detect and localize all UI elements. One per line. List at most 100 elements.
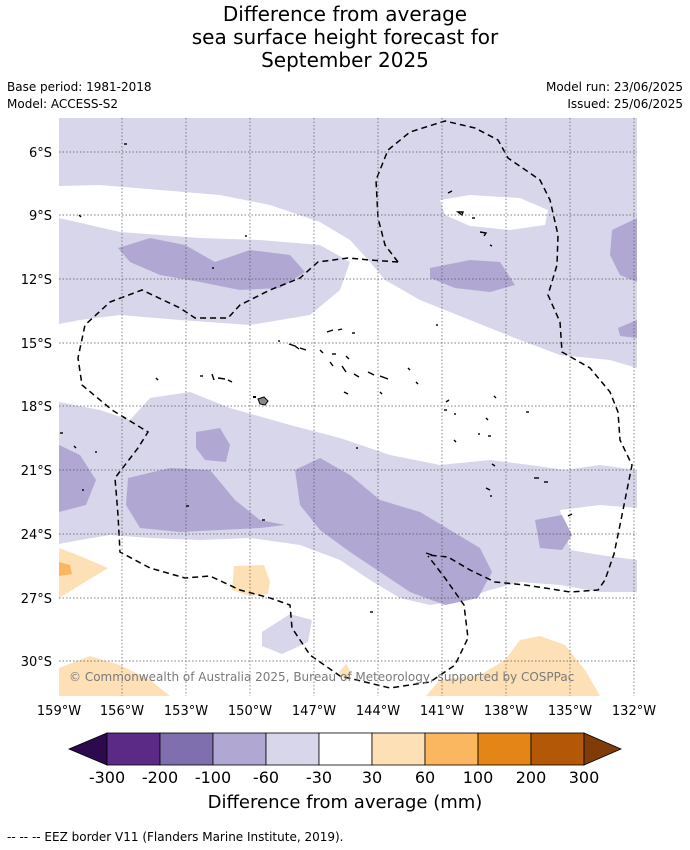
- neg60-west-blob-2: [196, 428, 230, 462]
- island-tuamotu-21: [445, 399, 450, 403]
- pos30-south-east-blob: [426, 636, 600, 696]
- island-tuamotu-26: [485, 417, 489, 421]
- neg30-south-blob: [262, 614, 312, 654]
- lon-label-159w: 159°W: [37, 704, 81, 719]
- island-tuamotu-9: [345, 355, 350, 360]
- neutral-north-patch: [440, 195, 548, 230]
- lon-label-138w: 138°W: [484, 704, 528, 719]
- issued-label: Issued: 25/06/2025: [567, 97, 683, 111]
- longitude-labels: 159°W 156°W 153°W 150°W 147°W 144°W 141°…: [37, 704, 656, 719]
- island-austral-2: [73, 445, 77, 449]
- lon-label-153w: 153°W: [164, 704, 208, 719]
- cb-tick-30: 30: [362, 768, 382, 787]
- island-tuamotu-5: [288, 343, 300, 350]
- island-gambier-1: [491, 463, 496, 467]
- island-tuamotu-1: [326, 329, 334, 333]
- island-tuamotu-29: [453, 439, 457, 443]
- colorbar-extend-high: [583, 732, 623, 766]
- cb-tick-60: 60: [415, 768, 435, 787]
- lon-label-150w: 150°W: [228, 704, 272, 719]
- cb-tick-neg60: -60: [253, 768, 279, 787]
- colorbar-title: Difference from average (mm): [207, 792, 483, 813]
- title-line-1: Difference from average: [222, 2, 468, 26]
- lat-label-18s: 18°S: [21, 400, 52, 415]
- pos30-south-west-blob: [59, 656, 170, 696]
- pos30-center-blob: [232, 565, 270, 596]
- title-line-3: September 2025: [261, 48, 429, 72]
- model-label: Model: ACCESS-S2: [7, 97, 119, 111]
- eez-border-marquesas: [375, 120, 633, 593]
- neutral-east-patch: [560, 505, 637, 560]
- neg60-large-blob: [295, 458, 492, 605]
- neg60-west-blob: [118, 238, 305, 290]
- pos30-west-blob: [59, 548, 108, 598]
- island-society-2: [211, 373, 215, 381]
- island-tuamotu-15: [407, 367, 411, 371]
- pos30-south-small: [339, 664, 352, 680]
- colorbar-bin-100-200: [477, 732, 532, 766]
- island-society-4: [227, 379, 233, 383]
- lon-label-141w: 141°W: [420, 704, 464, 719]
- lat-label-9s: 9°S: [29, 209, 52, 224]
- lat-label-24s: 24°S: [21, 528, 52, 543]
- eez-borders: [77, 120, 633, 689]
- island-pitcairn: [425, 552, 433, 556]
- colorbar-bin-neg100-neg60: [212, 732, 267, 766]
- colorbar-bin-neg30-30: [318, 732, 373, 766]
- colorbar: [67, 732, 623, 766]
- cb-tick-neg300: -300: [89, 768, 125, 787]
- lat-label-12s: 12°S: [21, 273, 52, 288]
- latitude-labels: 6°S 9°S 12°S 15°S 18°S 21°S 24°S 27°S 30…: [21, 146, 52, 670]
- island-north-2: [78, 214, 82, 218]
- island-tuamotu-12: [353, 373, 360, 378]
- anomaly-neg60-regions: [59, 218, 637, 605]
- islands: [60, 143, 573, 613]
- map-title: Difference from average sea surface heig…: [0, 3, 690, 72]
- sea-level-map: © Commonwealth of Australia 2025, Bureau…: [21, 118, 656, 787]
- lon-label-156w: 156°W: [100, 704, 144, 719]
- island-north-7: [479, 231, 488, 237]
- lat-label-27s: 27°S: [21, 592, 52, 607]
- colorbar-bin-30-60: [371, 732, 426, 766]
- island-tuamotu-6: [299, 347, 307, 351]
- neg60-east-edge: [610, 218, 637, 282]
- island-tuamotu-14: [379, 375, 389, 380]
- lat-label-30s: 30°S: [21, 655, 52, 670]
- island-tuamotu-20: [415, 381, 419, 385]
- anomaly-pos30-regions: [59, 548, 600, 696]
- island-society-3: [217, 377, 226, 380]
- neg30-north-band: [59, 118, 637, 368]
- island-moorea: [253, 396, 256, 398]
- lon-label-132w: 132°W: [612, 704, 656, 719]
- island-tuamotu-2: [337, 328, 343, 331]
- island-tuamotu-13: [367, 371, 375, 376]
- lon-label-135w: 135°W: [548, 704, 592, 719]
- cb-tick-300: 300: [569, 768, 600, 787]
- island-tahiti: [257, 396, 269, 406]
- neg60-east-small: [618, 320, 637, 338]
- island-tuamotu-11: [341, 365, 347, 373]
- colorbar-bin-200-300: [530, 732, 585, 766]
- island-gambier-2: [485, 487, 491, 491]
- colorbar-bin-neg300-neg200: [106, 732, 161, 766]
- neg60-center-north-blob: [430, 260, 515, 292]
- island-north-4: [447, 190, 453, 194]
- island-tuamotu-24: [493, 395, 497, 399]
- island-north-8: [489, 244, 493, 247]
- neg60-west-edge: [59, 445, 96, 512]
- map-plot-area: © Commonwealth of Australia 2025, Bureau…: [59, 118, 637, 696]
- eez-footnote: -- -- -- EEZ border V11 (Flanders Marine…: [7, 830, 344, 844]
- island-tuamotu-17: [155, 377, 159, 381]
- colorbar-tick-labels: -300 -200 -100 -60 -30 30 60 100 200 300: [89, 768, 599, 787]
- lon-label-147w: 147°W: [292, 704, 336, 719]
- neg60-central-band: [126, 468, 285, 532]
- island-tuamotu-10: [329, 361, 334, 367]
- island-tuamotu-7: [319, 349, 324, 354]
- lon-label-144w: 144°W: [356, 704, 400, 719]
- eez-border-french-polynesia: [77, 257, 469, 689]
- cb-tick-neg30: -30: [306, 768, 332, 787]
- neg60-east-blob: [535, 515, 572, 550]
- cb-tick-neg200: -200: [142, 768, 178, 787]
- title-line-2: sea surface height forecast for: [191, 25, 499, 49]
- lat-label-15s: 15°S: [21, 337, 52, 352]
